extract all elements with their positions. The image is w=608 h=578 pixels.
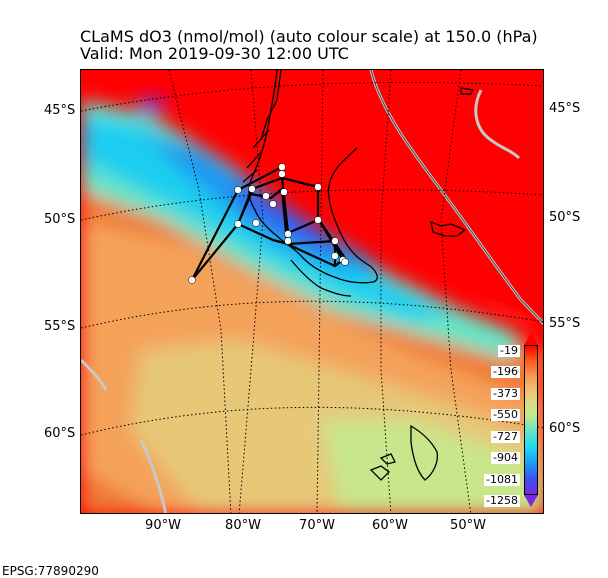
coastline-falklands: [430, 220, 467, 237]
lat-label-left-45: 45°S: [44, 103, 76, 118]
coastlines: [242, 70, 474, 481]
flight-track: [191, 165, 347, 281]
colorbar-tick-label: -19: [498, 344, 520, 357]
measurement-point: [284, 237, 292, 245]
measurement-point: [284, 230, 292, 238]
contour-left: [81, 358, 108, 391]
contour-loop: [474, 89, 521, 160]
colorbar-tick-label: -1258: [484, 494, 520, 507]
field-band-red: [341, 70, 543, 320]
map-canvas: [81, 70, 543, 513]
measurement-point: [314, 216, 322, 224]
measurement-point: [331, 237, 339, 245]
measurement-point: [280, 188, 288, 196]
measurement-point: [234, 220, 242, 228]
measurement-point: [269, 200, 277, 208]
lon-label-50w: 50°W: [450, 518, 486, 533]
measurement-point: [262, 192, 270, 200]
lon-label-90w: 90°W: [145, 518, 181, 533]
lat-label-left-55: 55°S: [44, 319, 76, 334]
title-line-1: CLaMS dO3 (nmol/mol) (auto colour scale)…: [80, 27, 538, 46]
measurement-point: [188, 276, 196, 284]
lat-label-right-60: 60°S: [549, 421, 581, 436]
measurement-point: [278, 163, 286, 171]
contour-bottom: [139, 439, 168, 513]
measurement-point: [252, 219, 260, 227]
field-minimum: [135, 98, 167, 112]
measurement-point: [248, 185, 256, 193]
lon-label-80w: 80°W: [225, 518, 261, 533]
graticule: [81, 70, 543, 513]
contour-edges: [370, 70, 543, 324]
flight-track-line: [191, 165, 347, 281]
measurement-point: [331, 252, 339, 260]
lat-label-left-50: 50°S: [44, 212, 76, 227]
colorbar-tick-label: -373: [491, 387, 520, 400]
colorbar-extend-bottom: [524, 495, 538, 507]
lat-label-right-45: 45°S: [549, 101, 581, 116]
colorbar-extend-top: [524, 333, 538, 345]
lon-label-60w: 60°W: [372, 518, 408, 533]
colorbar-tick-label: -904: [491, 451, 520, 464]
measurement-point: [234, 186, 242, 194]
map-panel: [80, 69, 544, 514]
coastline-south-america: [248, 70, 378, 284]
colorbar-tick-label: -196: [491, 365, 520, 378]
coastline-island: [460, 87, 474, 95]
lon-label-70w: 70°W: [299, 518, 335, 533]
colorbar-tick-label: -727: [491, 430, 520, 443]
coastline-tierra-del-fuego: [290, 259, 352, 297]
field-band-yellowgreen: [321, 420, 543, 513]
graticule-lon-60: [380, 70, 392, 513]
projection-label: EPSG:77890290: [2, 564, 99, 578]
colorbar: [524, 345, 538, 495]
measurement-point: [314, 183, 322, 191]
plot-title: CLaMS dO3 (nmol/mol) (auto colour scale)…: [80, 28, 538, 62]
title-line-2: Valid: Mon 2019-09-30 12:00 UTC: [80, 44, 349, 63]
measurement-point: [278, 170, 286, 178]
coastline-antarctic-peninsula: [410, 424, 439, 481]
lat-label-right-50: 50°S: [549, 210, 581, 225]
lat-label-right-55: 55°S: [549, 316, 581, 331]
coastline-south-shetland: [369, 453, 396, 481]
coastline-fjords: [242, 70, 282, 183]
measurement-points: [188, 163, 349, 284]
colorbar-tick-label: -1081: [484, 473, 520, 486]
lat-label-left-60: 60°S: [44, 426, 76, 441]
colorbar-tick-label: -550: [491, 408, 520, 421]
measurement-point: [341, 258, 349, 266]
graticule-lon-70: [316, 70, 324, 513]
